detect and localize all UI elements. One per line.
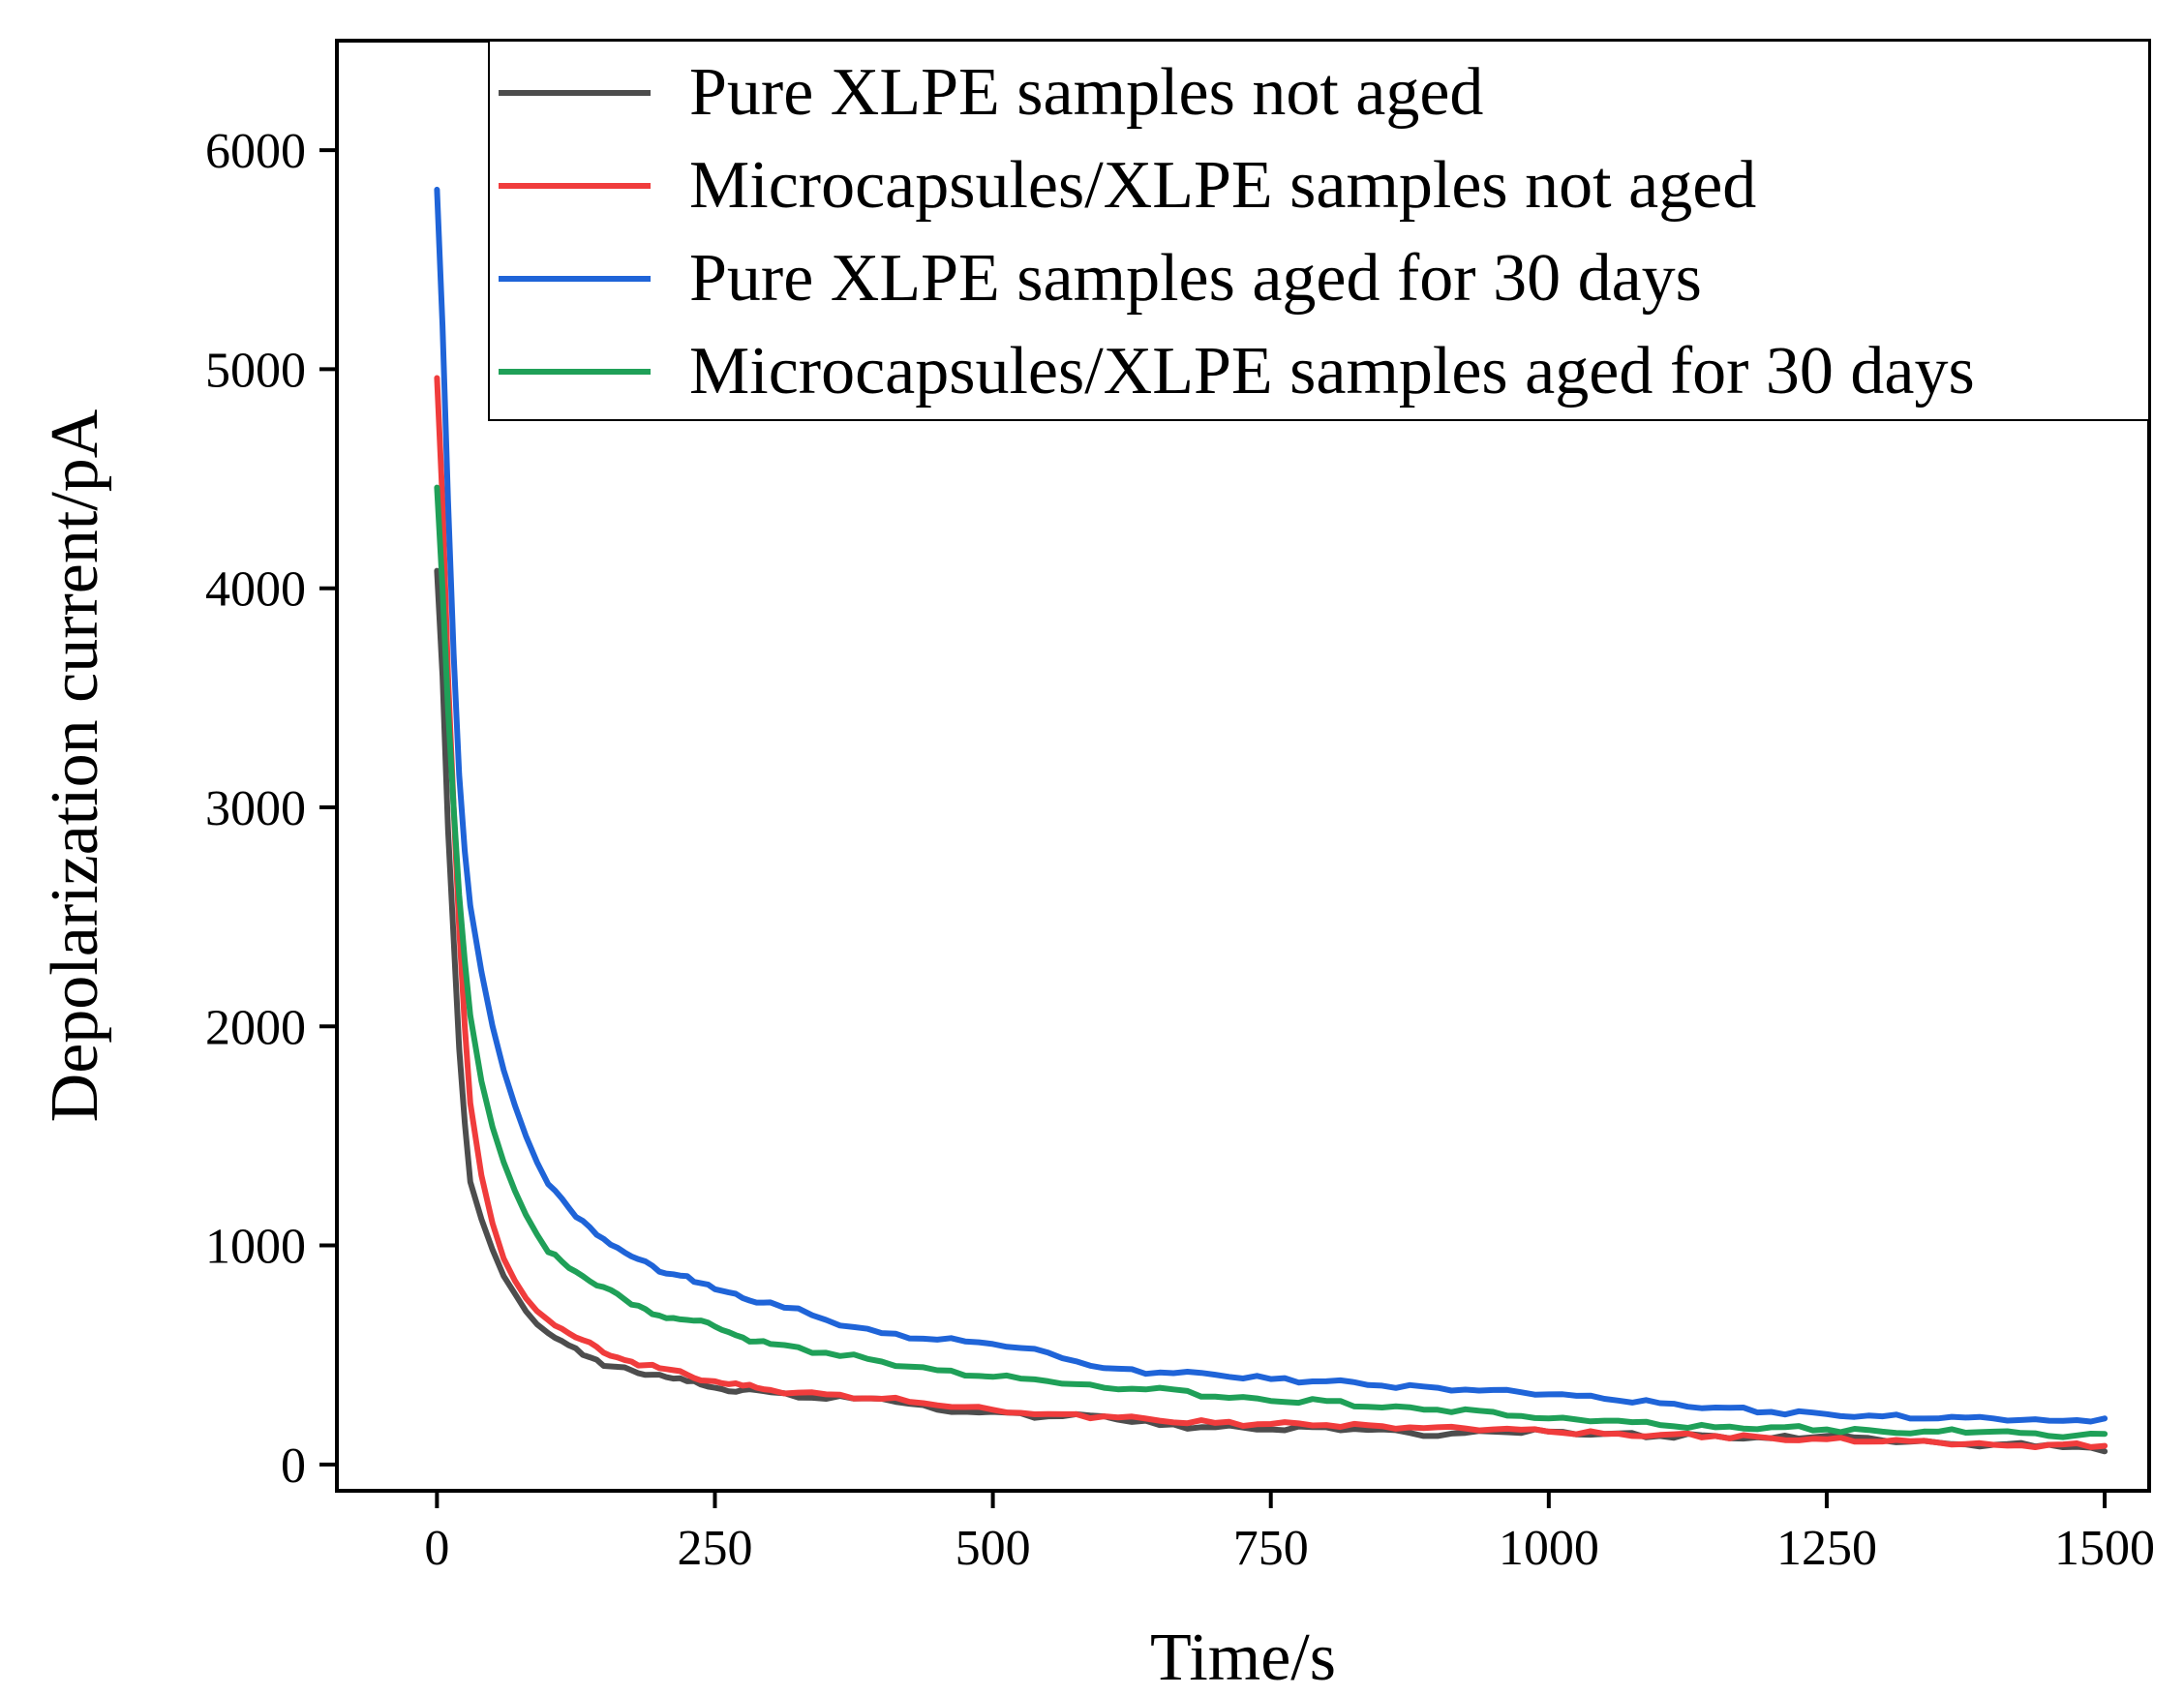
- series-line-2: [434, 375, 2108, 1450]
- legend-label-2: Microcapsules/XLPE samples not aged: [689, 148, 1756, 223]
- y-tick-label: 6000: [205, 124, 306, 179]
- y-tick-label: 2000: [205, 1000, 306, 1055]
- y-tick-label: 4000: [205, 562, 306, 618]
- y-tick-label: 3000: [205, 781, 306, 836]
- legend-label-1: Pure XLPE samples not aged: [689, 55, 1483, 130]
- x-axis-ticks: 0 250 500 750 1000 1250 1500: [424, 1491, 2155, 1576]
- x-tick-label: 1500: [2054, 1521, 2155, 1576]
- x-tick-label: 250: [677, 1521, 752, 1576]
- x-tick-label: 1000: [1499, 1521, 1599, 1576]
- x-tick-label: 500: [956, 1521, 1031, 1576]
- legend-label-3: Pure XLPE samples aged for 30 days: [689, 241, 1702, 316]
- y-axis-title: Depolarization current/pA: [38, 409, 112, 1122]
- legend-label-4: Microcapsules/XLPE samples aged for 30 d…: [689, 334, 1975, 409]
- y-tick-label: 1000: [205, 1220, 306, 1275]
- y-axis-ticks: 0 1000 2000 3000 4000 5000 6000: [205, 124, 337, 1494]
- x-axis-title: Time/s: [1150, 1620, 1336, 1695]
- x-tick-label: 1250: [1776, 1521, 1877, 1576]
- y-tick-label: 5000: [205, 343, 306, 398]
- series-line-3: [434, 186, 2108, 1425]
- series-line-4: [434, 484, 2108, 1440]
- x-tick-label: 750: [1233, 1521, 1309, 1576]
- series-lines: [434, 186, 2108, 1455]
- legend: Pure XLPE samples not aged Microcapsules/…: [488, 40, 2150, 421]
- x-tick-label: 0: [424, 1521, 449, 1576]
- y-tick-label: 0: [281, 1439, 306, 1494]
- legend-box: [488, 40, 2150, 421]
